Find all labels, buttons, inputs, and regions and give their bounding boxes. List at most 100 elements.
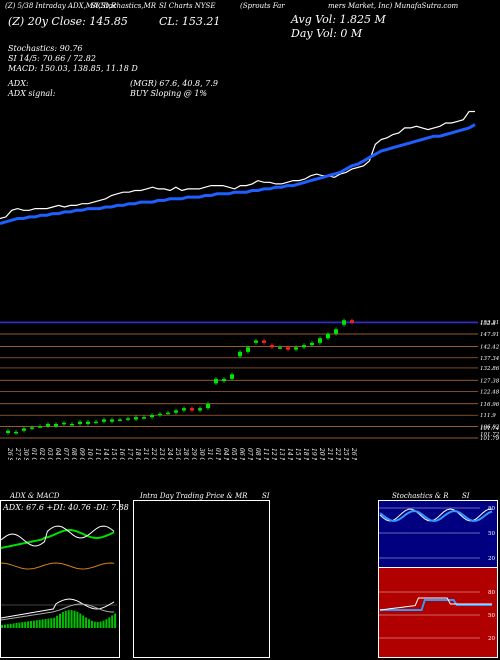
x-tick-label: 21 Oct	[142, 447, 149, 460]
x-tick-label: 11 Nov	[262, 448, 269, 460]
x-tick-label: 16 Oct	[118, 448, 125, 460]
candle-body	[198, 408, 202, 411]
candle-body	[102, 419, 106, 422]
macd-histogram-bar	[3, 624, 6, 628]
header-line1b: SI,Stochastics,MR	[91, 2, 157, 10]
x-tick-label: 14 Nov	[286, 448, 293, 460]
x-tick-label: 30 Sep	[22, 448, 29, 460]
macd-histogram-bar	[111, 615, 114, 628]
x-tick-label: 30 Oct	[198, 448, 205, 460]
macd-histogram-bar	[96, 621, 99, 628]
intraday-panel	[133, 500, 270, 658]
avg-vol-label: Avg Vol: 1.825 M	[291, 13, 386, 26]
x-tick-label: 07 Oct	[62, 448, 69, 460]
candle-body	[110, 419, 114, 422]
x-tick-label: 01 Oct	[30, 448, 37, 460]
candle-body	[62, 422, 66, 425]
macd-histogram-bar	[1, 625, 3, 628]
y-tick-label: 122.48	[480, 389, 500, 395]
macd-histogram-bar	[41, 619, 44, 628]
x-tick-label: 18 Oct	[134, 448, 141, 460]
x-tick-label: 29 Oct	[190, 447, 197, 460]
candle-body	[206, 403, 210, 409]
macd-histogram-bar	[76, 611, 79, 628]
macd-histogram-bar	[32, 620, 35, 628]
y-tick-label: 101.74	[480, 426, 500, 432]
candle-body	[246, 347, 250, 352]
adx-signal-value: BUY Sloping @ 1%	[130, 89, 208, 98]
header-line1d: (Sprouts Far	[240, 2, 285, 10]
macd-histogram-bar	[24, 621, 27, 628]
macd-histogram-bar	[44, 619, 47, 628]
macd-histogram-bar	[102, 620, 105, 628]
candle-body	[166, 412, 170, 415]
x-tick-label: 15 Oct	[110, 448, 117, 460]
x-tick-label: 25 Oct	[174, 447, 181, 460]
candle-body	[302, 345, 306, 348]
candle-body	[270, 345, 274, 348]
si-label: SI 14/5: 70.66 / 72.82	[8, 54, 96, 63]
x-tick-label: 04 Oct	[54, 448, 61, 460]
candle-body	[262, 340, 266, 343]
y-tick-label: 111.9	[480, 413, 496, 419]
rsi-tick-label: 80	[488, 590, 495, 596]
macd-histogram-bar	[15, 623, 18, 628]
x-tick-label: 13 Nov	[278, 448, 285, 460]
y-tick-label: 127.38	[480, 378, 500, 384]
x-tick-label: 22 Oct	[150, 447, 157, 460]
y-tick-label: 101.72	[480, 432, 500, 438]
macd-histogram-bar	[12, 623, 15, 628]
macd-histogram-bar	[61, 612, 64, 628]
stoch-d-line	[379, 509, 493, 523]
x-tick-label: 22 Nov	[334, 447, 341, 460]
y-tick-label: 106.82	[480, 425, 500, 431]
macd-histogram-bar	[90, 620, 93, 628]
x-tick-label: 01 Nov	[214, 448, 221, 460]
y-tick-label: 152.8	[480, 321, 496, 327]
x-tick-label: 05 Nov	[230, 448, 237, 460]
plus-di-line	[0, 525, 115, 547]
header-line1e: mers Market, Inc) MunafaSutra.com	[328, 2, 459, 10]
macd-histogram-bar	[53, 617, 56, 628]
x-tick-label: 17 Oct	[126, 448, 133, 460]
rsi-tick-label: 20	[488, 636, 495, 642]
x-tick-label: 21 Nov	[326, 447, 333, 460]
candle-body	[70, 423, 74, 426]
candle-body	[182, 408, 186, 411]
candle-body	[342, 320, 346, 325]
x-tick-label: 06 Nov	[238, 448, 245, 460]
candle-body	[134, 417, 138, 420]
intra-panel-title: Intra Day Trading Price & MR	[140, 492, 248, 500]
macd-histogram-bar	[105, 619, 108, 628]
candle-body	[222, 378, 226, 382]
rsi-signal-line	[380, 599, 492, 611]
macd-histogram-bar	[93, 621, 96, 628]
x-tick-label: 19 Nov	[310, 448, 317, 460]
macd-line	[0, 598, 115, 619]
x-tick-label: 03 Oct	[46, 448, 53, 460]
macd-histogram-bar	[50, 618, 53, 628]
candle-body	[6, 430, 10, 433]
adx-panel	[0, 500, 120, 658]
candle-body	[278, 347, 282, 349]
x-tick-label: 15 Nov	[294, 448, 301, 460]
macd-label: MACD: 150.03, 138.85, 11.18 D	[8, 64, 138, 73]
candle-body	[150, 414, 154, 418]
candle-body	[286, 347, 290, 350]
adx-label: ADX:	[8, 79, 29, 88]
candle-body	[142, 417, 146, 419]
macd-histogram-bar	[9, 623, 12, 628]
rsi-tick-label: 50	[488, 613, 495, 619]
candle-body	[174, 410, 178, 413]
x-tick-label: 02 Oct	[38, 448, 45, 460]
macd-histogram-bar	[47, 618, 50, 628]
y-tick-label: 142.42	[480, 344, 500, 350]
x-tick-label: 12 Nov	[270, 448, 277, 460]
x-tick-label: 31 Oct	[206, 448, 213, 460]
x-tick-label: 24 Oct	[166, 447, 173, 460]
x-tick-label: 18 Nov	[302, 448, 309, 460]
macd-histogram-bar	[59, 613, 61, 628]
macd-histogram-bar	[56, 615, 59, 628]
x-tick-label: 25 Nov	[342, 447, 349, 460]
candle-body	[158, 413, 162, 416]
